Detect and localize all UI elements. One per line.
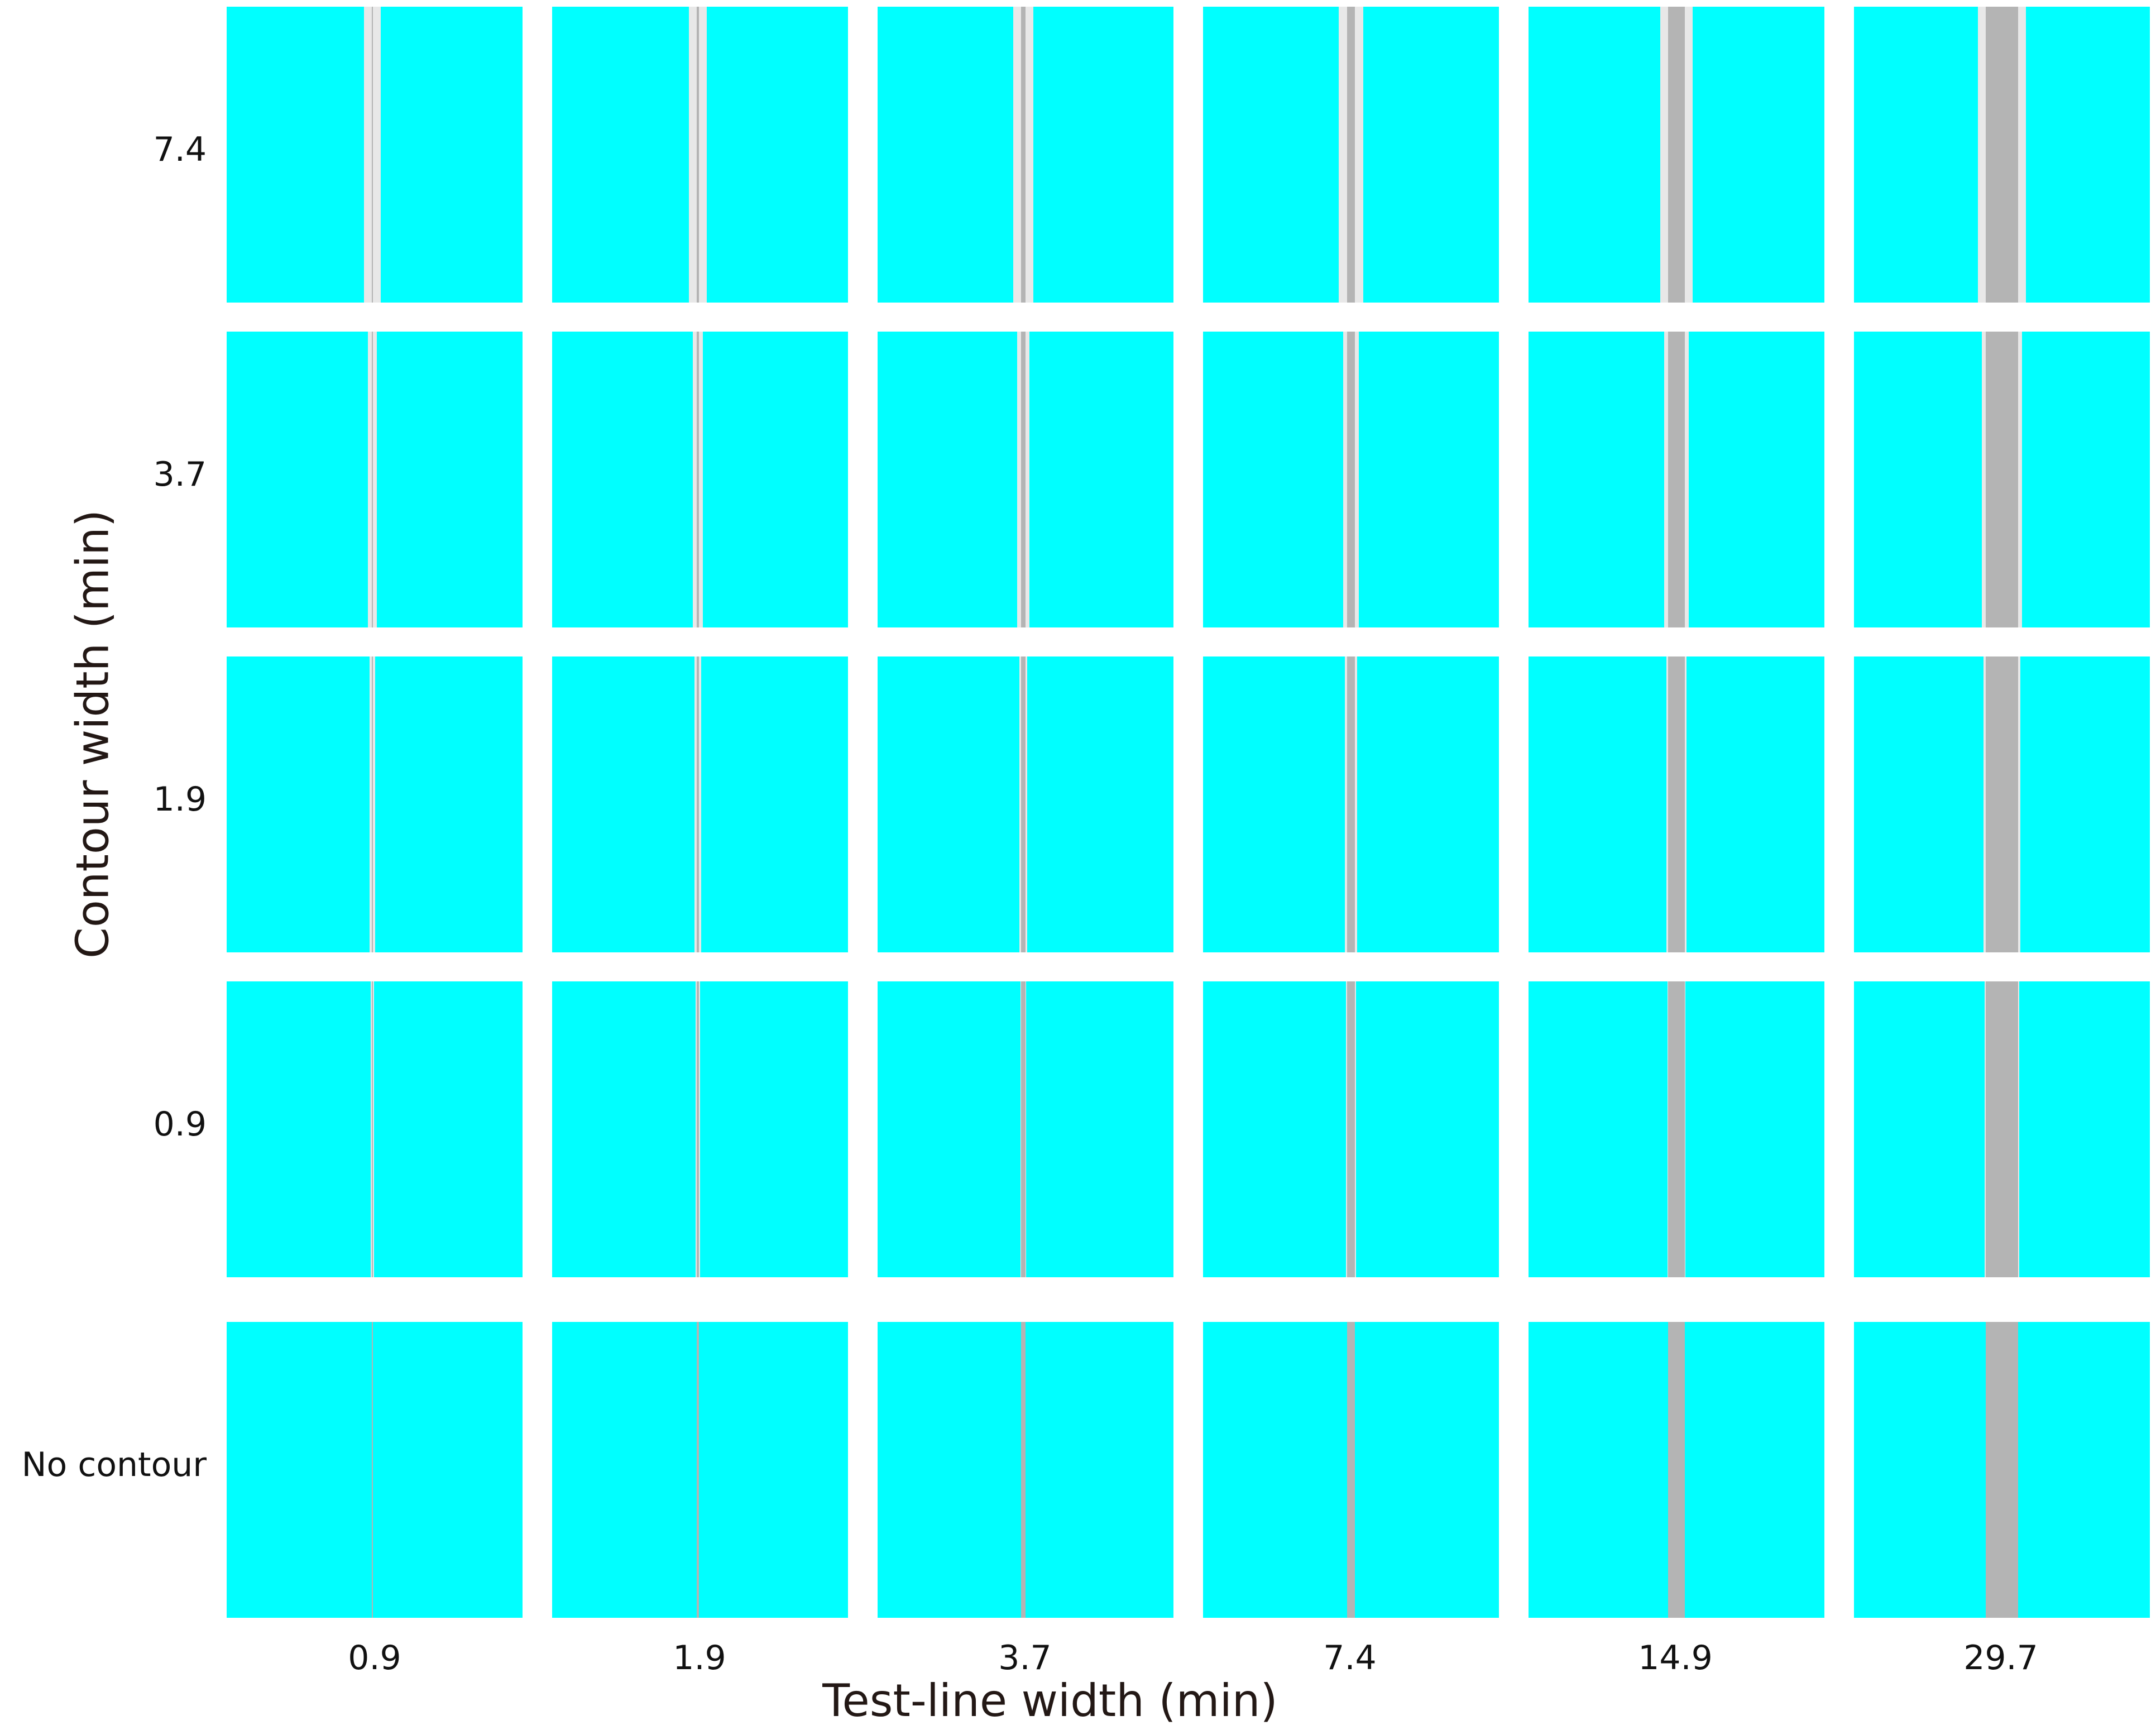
- stimulus-panel: [1203, 332, 1499, 627]
- cyan-field: [552, 1322, 848, 1618]
- test-line: [697, 1322, 699, 1618]
- stimulus-panel: [1203, 656, 1499, 952]
- test-line: [372, 1322, 373, 1618]
- test-line: [1668, 981, 1685, 1277]
- stimulus-panel: [878, 1322, 1173, 1618]
- stimulus-panel: [1203, 981, 1499, 1277]
- test-line: [372, 981, 373, 1277]
- stimulus-panel: [878, 656, 1173, 952]
- row-label-2: 3.7: [153, 455, 207, 494]
- stimulus-panel: [227, 7, 523, 303]
- stimulus-panel: [878, 981, 1173, 1277]
- test-line: [1668, 7, 1685, 303]
- test-line: [1986, 332, 2018, 627]
- stimulus-panel: [1854, 7, 2150, 303]
- test-line: [372, 7, 373, 303]
- test-line: [1021, 981, 1026, 1277]
- stimulus-panel: [552, 981, 848, 1277]
- y-axis-title: Contour width (min): [66, 509, 119, 959]
- stimulus-panel: [1203, 1322, 1499, 1618]
- row-label-5: No contour: [21, 1445, 207, 1484]
- stimulus-panel: [227, 332, 523, 627]
- test-line: [1668, 656, 1685, 952]
- stimulus-panel: [1854, 332, 2150, 627]
- test-line: [372, 656, 373, 952]
- cyan-field: [552, 981, 848, 1277]
- test-line: [372, 332, 373, 627]
- stimulus-panel: [1529, 656, 1824, 952]
- test-line: [1347, 1322, 1355, 1618]
- stimulus-panel: [227, 656, 523, 952]
- test-line: [697, 332, 699, 627]
- stimulus-panel: [552, 1322, 848, 1618]
- column-label-2: 1.9: [673, 1638, 726, 1678]
- stimulus-panel: [1529, 7, 1824, 303]
- cyan-field: [227, 981, 523, 1277]
- cyan-field: [227, 1322, 523, 1618]
- test-line: [1347, 332, 1355, 627]
- test-line: [1021, 7, 1026, 303]
- stimulus-panel: [1203, 7, 1499, 303]
- row-label-4: 0.9: [153, 1105, 207, 1144]
- stimulus-panel: [552, 7, 848, 303]
- test-line: [1021, 656, 1026, 952]
- column-label-5: 14.9: [1638, 1638, 1713, 1678]
- test-line: [1021, 332, 1026, 627]
- stimulus-panel: [552, 332, 848, 627]
- test-line: [1986, 656, 2018, 952]
- stimulus-panel: [552, 656, 848, 952]
- stimulus-panel: [1854, 1322, 2150, 1618]
- column-label-1: 0.9: [348, 1638, 401, 1678]
- row-label-3: 1.9: [153, 780, 207, 819]
- test-line: [1668, 1322, 1685, 1618]
- column-label-4: 7.4: [1323, 1638, 1377, 1678]
- test-line: [697, 7, 699, 303]
- stimulus-panel: [1854, 656, 2150, 952]
- stimulus-panel: [227, 981, 523, 1277]
- test-line: [1021, 1322, 1026, 1618]
- test-line: [1668, 332, 1685, 627]
- test-line: [1986, 7, 2018, 303]
- row-label-1: 7.4: [153, 130, 207, 169]
- test-line: [1347, 656, 1355, 952]
- x-axis-title: Test-line width (min): [822, 1675, 1278, 1727]
- stimulus-panel: [1529, 332, 1824, 627]
- stimulus-panel: [227, 1322, 523, 1618]
- stimulus-panel: [1854, 981, 2150, 1277]
- test-line: [697, 656, 699, 952]
- cyan-field: [878, 1322, 1173, 1618]
- stimulus-panel: [1529, 981, 1824, 1277]
- test-line: [697, 981, 699, 1277]
- test-line: [1986, 1322, 2018, 1618]
- test-line: [1986, 981, 2018, 1277]
- column-label-6: 29.7: [1963, 1638, 2038, 1678]
- stimulus-panel: [878, 332, 1173, 627]
- test-line: [1347, 981, 1355, 1277]
- stimulus-panel: [1529, 1322, 1824, 1618]
- stimulus-panel: [878, 7, 1173, 303]
- column-label-3: 3.7: [998, 1638, 1052, 1678]
- test-line: [1347, 7, 1355, 303]
